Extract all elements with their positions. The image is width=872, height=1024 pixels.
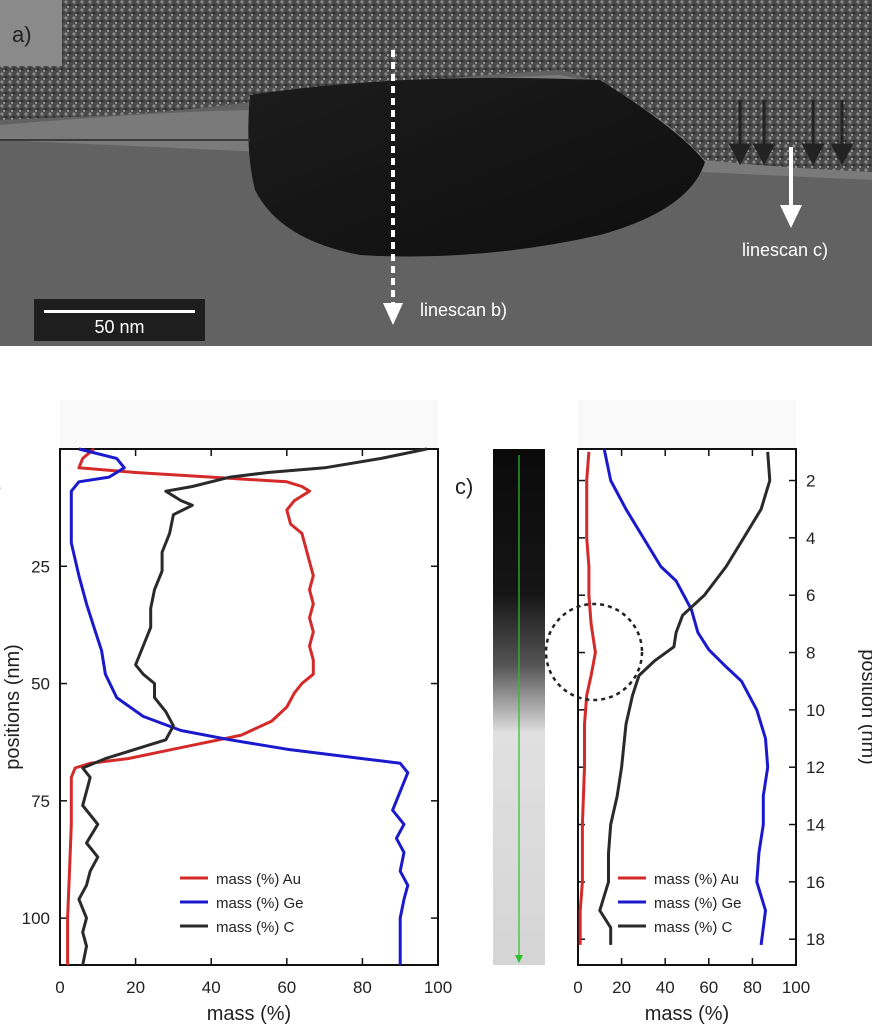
chart-b-ylabel: positions (nm) (2, 644, 24, 770)
chart-b: 0 20 40 60 80 100 25 50 75 100 mass (%) Au mass (… (0, 447, 452, 1024)
tem-image-panel: a) linescan b) linescan c) 50 nm (0, 0, 872, 346)
y-tick-label: 75 (31, 792, 50, 811)
x-tick-label: 0 (573, 978, 582, 997)
y-tick-label: 6 (806, 586, 815, 605)
y-tick-label: 25 (31, 557, 50, 576)
legend-label-au: mass (%) Au (654, 871, 739, 888)
series-line-c (77, 447, 428, 966)
chart-c-ylabel: position (nm) (857, 649, 872, 765)
x-tick-label: 60 (277, 978, 296, 997)
y-tick-label: 8 (806, 644, 815, 663)
panel-b-label: b) (0, 474, 2, 499)
au-nanoparticle (248, 77, 706, 257)
x-tick-label: 0 (55, 978, 64, 997)
legend-label-ge: mass (%) Ge (654, 895, 742, 912)
y-tick-label: 10 (806, 701, 825, 720)
scale-bar-line (44, 310, 195, 313)
x-tick-label: 80 (353, 978, 372, 997)
x-tick-label: 40 (202, 978, 221, 997)
panel-c-label: c) (455, 474, 473, 499)
panel-a-label: a) (12, 22, 32, 47)
chart-c-xlabel: mass (%) (645, 1003, 729, 1024)
tem-micrograph (0, 0, 872, 346)
x-tick-label: 100 (782, 978, 810, 997)
series-line-c (598, 451, 772, 945)
chart-c-frame (577, 448, 797, 966)
series-line-ge (69, 447, 410, 965)
y-tick-label: 50 (31, 675, 50, 694)
series-line-au (578, 451, 597, 945)
linescan-c-label: linescan c) (742, 240, 829, 260)
x-tick-label: 20 (126, 978, 145, 997)
x-tick-label: 60 (699, 978, 718, 997)
au-max-circle (544, 602, 644, 702)
y-tick-label: 100 (22, 909, 50, 928)
chart-b-xlabel: mass (%) (207, 1003, 291, 1024)
y-tick-label: 18 (806, 930, 825, 949)
y-tick-label: 14 (806, 816, 825, 835)
chart-b-frame (59, 448, 439, 966)
x-tick-label: 40 (656, 978, 675, 997)
x-tick-label: 100 (424, 978, 452, 997)
y-tick-label: 4 (806, 529, 815, 548)
chart-c: 0 20 40 60 80 100 2 4 6 8 10 12 14 16 18 mass (%) Au m… (544, 448, 872, 1024)
interface-arrows (728, 100, 854, 166)
legend-label-au: mass (%) Au (216, 871, 301, 888)
y-tick-label: 12 (806, 758, 825, 777)
y-tick-label: 2 (806, 472, 815, 491)
x-tick-label: 20 (612, 978, 631, 997)
legend-label-ge: mass (%) Ge (216, 895, 304, 912)
legend-label-c: mass (%) C (216, 919, 295, 936)
scale-bar: 50 nm (34, 299, 205, 341)
series-line-ge (602, 448, 770, 946)
legend-label-c: mass (%) C (654, 919, 733, 936)
label-background (0, 0, 62, 66)
scale-bar-label: 50 nm (94, 317, 145, 337)
linescan-b-label: linescan b) (420, 300, 508, 320)
y-tick-label: 16 (806, 873, 825, 892)
haadf-strip: c) (455, 449, 545, 965)
x-tick-label: 80 (743, 978, 762, 997)
